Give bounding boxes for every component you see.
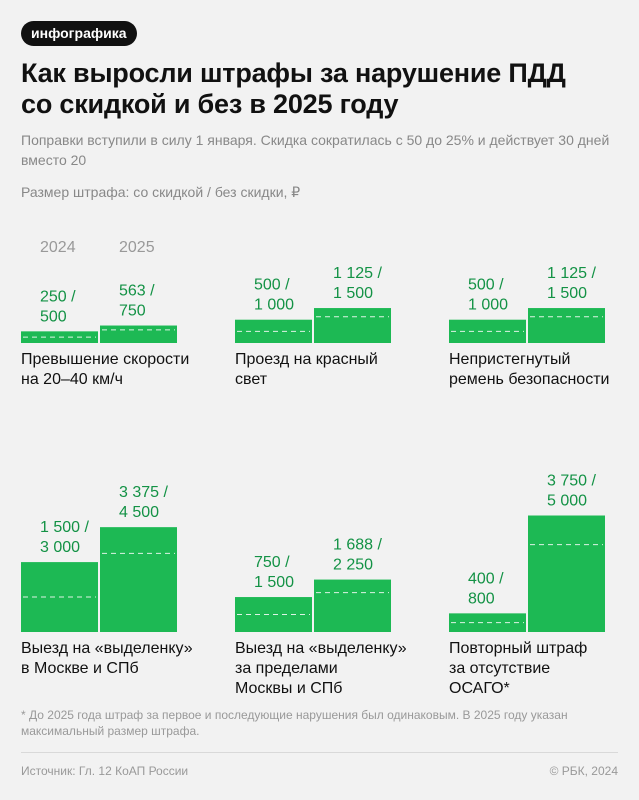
- value-label-2024: 3 000: [40, 539, 80, 556]
- chart-title: Выезд на «выделенку»: [235, 640, 407, 657]
- value-label-2025: 1 688 /: [333, 537, 382, 554]
- value-label-2024: 500 /: [254, 277, 290, 294]
- unit-note: Размер штрафа: со скидкой / без скидки, …: [21, 184, 301, 200]
- footnote: * До 2025 года штраф за первое и последу…: [21, 708, 568, 738]
- subtitle: Поправки вступили в силу 1 января. Скидк…: [21, 132, 610, 168]
- chart-title: ремень безопасности: [449, 371, 609, 388]
- divider: [21, 752, 618, 753]
- value-label-2024: 500: [40, 308, 67, 325]
- value-label-2024: 1 500 /: [40, 519, 89, 536]
- value-label-2024: 1 000: [254, 297, 294, 314]
- page-title: Как выросли штрафы за нарушение ПДД со с…: [21, 58, 621, 120]
- bar-2025: [528, 308, 605, 343]
- source-note: Источник: Гл. 12 КоАП России: [21, 764, 189, 778]
- value-label-2024: 1 500: [254, 574, 294, 591]
- chart-title: Непристегнутый: [449, 351, 570, 368]
- chart-title: в Москве и СПб: [21, 660, 139, 677]
- value-label-2024: 1 000: [468, 297, 508, 314]
- copyright: © РБК, 2024: [549, 764, 618, 778]
- chart-title: на 20–40 км/ч: [21, 371, 123, 388]
- chart-title: Выезд на «выделенку»: [21, 640, 193, 657]
- year-label-2025: 2025: [119, 239, 155, 256]
- chart-title: Москвы и СПб: [235, 680, 342, 697]
- chart-title: Превышение скорости: [21, 351, 189, 368]
- title-line-2: со скидкой и без в 2025 году: [21, 89, 399, 119]
- value-label-2025: 3 750 /: [547, 473, 596, 490]
- value-label-2024: 400 /: [468, 570, 504, 587]
- value-label-2025: 3 375 /: [119, 484, 168, 501]
- bar-2025: [100, 527, 177, 632]
- year-label-2024: 2024: [40, 239, 76, 256]
- value-label-2024: 500 /: [468, 277, 504, 294]
- bar-2025: [100, 325, 177, 343]
- value-label-2024: 250 /: [40, 288, 76, 305]
- value-label-2025: 750: [119, 303, 146, 320]
- value-label-2025: 563 /: [119, 283, 155, 300]
- chart-title: ОСАГО*: [449, 680, 510, 697]
- bar-2025: [314, 579, 391, 632]
- chart-title: Повторный штраф: [449, 640, 587, 657]
- value-label-2024: 800: [468, 590, 495, 607]
- value-label-2024: 750 /: [254, 554, 290, 571]
- value-label-2025: 1 125 /: [547, 265, 596, 282]
- chart-title: Проезд на красный: [235, 351, 378, 368]
- chart-title: свет: [235, 371, 268, 388]
- value-label-2025: 2 250: [333, 557, 373, 574]
- chart-title: за пределами: [235, 660, 338, 677]
- value-label-2025: 5 000: [547, 493, 587, 510]
- value-label-2025: 4 500: [119, 504, 159, 521]
- bar-2025: [314, 308, 391, 343]
- value-label-2025: 1 500: [333, 285, 373, 302]
- chart-title: за отсутствие: [449, 660, 550, 677]
- value-label-2025: 1 500: [547, 285, 587, 302]
- bar-2025: [528, 515, 605, 632]
- title-line-1: Как выросли штрафы за нарушение ПДД: [21, 58, 566, 88]
- category-tag: инфографика: [21, 21, 137, 46]
- value-label-2025: 1 125 /: [333, 265, 382, 282]
